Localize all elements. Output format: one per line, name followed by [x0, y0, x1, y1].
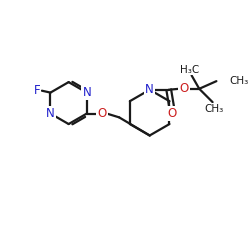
Text: F: F	[34, 84, 40, 97]
Text: H₃C: H₃C	[180, 65, 199, 75]
Text: CH₃: CH₃	[230, 76, 249, 86]
Text: N: N	[46, 107, 55, 120]
Text: N: N	[145, 83, 154, 96]
Text: O: O	[179, 82, 188, 95]
Text: N: N	[82, 86, 91, 99]
Text: O: O	[98, 107, 107, 120]
Text: CH₃: CH₃	[205, 104, 224, 114]
Text: O: O	[167, 107, 176, 120]
